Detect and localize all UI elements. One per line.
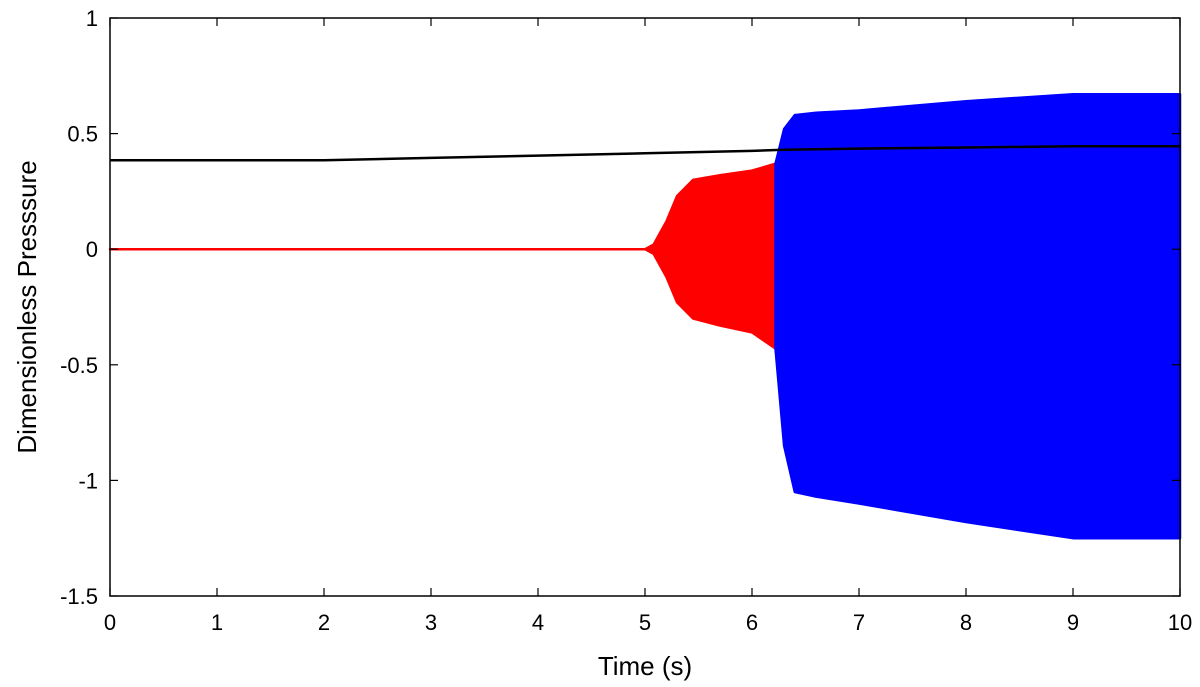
y-tick-label: 1	[86, 6, 98, 31]
x-tick-label: 2	[318, 610, 330, 635]
x-tick-label: 6	[746, 610, 758, 635]
series-envelope-1	[774, 93, 1182, 540]
y-tick-label: -0.5	[60, 353, 98, 378]
x-tick-label: 4	[532, 610, 544, 635]
ticks: 0 1 2 3 4 5 6 7 8 9 10 1 0.5 0 -0.5 -1 -1.5	[60, 6, 1192, 635]
y-tick-label: -1	[78, 468, 98, 493]
y-tick-label: 0	[86, 237, 98, 262]
x-tick-label: 1	[211, 610, 223, 635]
y-axis-label: Dimensionless Presssure	[12, 160, 42, 453]
x-tick-label: 3	[425, 610, 437, 635]
y-tick-label: -1.5	[60, 584, 98, 609]
series-envelope-0	[108, 162, 777, 350]
x-tick-label: 7	[853, 610, 865, 635]
x-tick-label: 0	[104, 610, 116, 635]
x-tick-label: 8	[960, 610, 972, 635]
x-tick-label: 10	[1168, 610, 1192, 635]
plot-area	[108, 93, 1182, 540]
x-tick-label: 9	[1067, 610, 1079, 635]
x-tick-label: 5	[639, 610, 651, 635]
x-axis-label: Time (s)	[598, 651, 692, 681]
y-tick-label: 0.5	[67, 122, 98, 147]
series-line-2	[110, 145, 1180, 162]
